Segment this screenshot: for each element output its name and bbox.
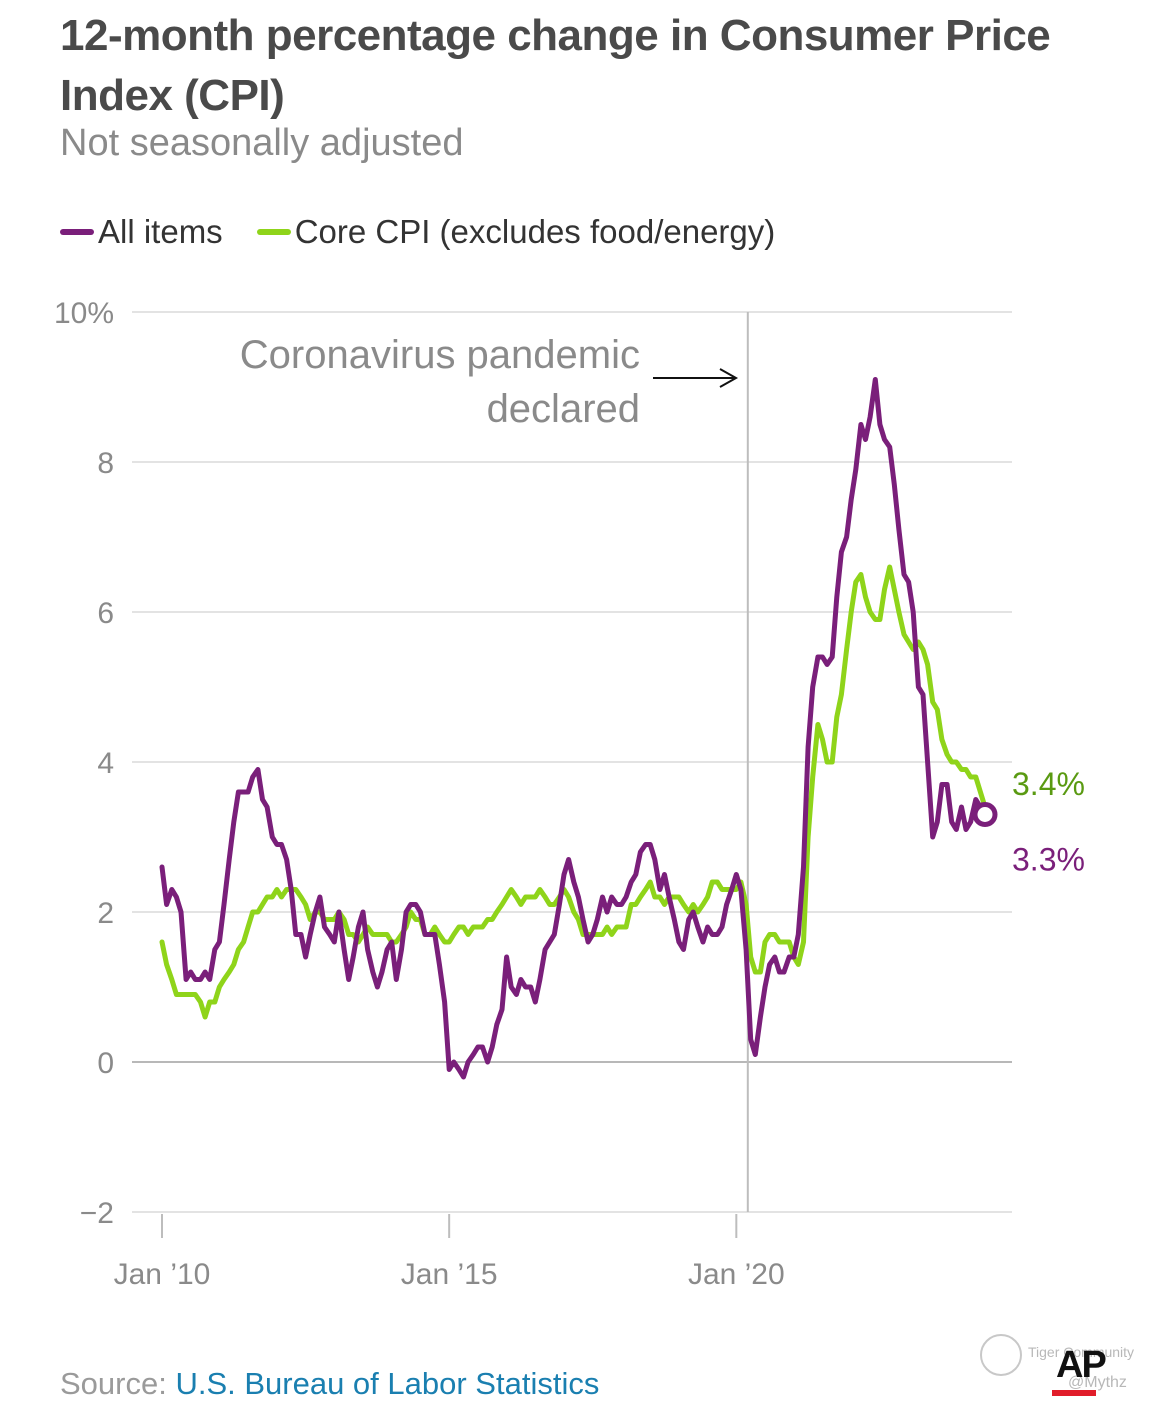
- legend-swatch-core-cpi: [256, 229, 291, 235]
- y-tick-label-0: 0: [97, 1047, 114, 1080]
- x-axis: Jan ’10 Jan ’15 Jan ’20: [114, 1214, 785, 1291]
- chart-subtitle: Not seasonally adjusted: [60, 122, 464, 164]
- chart-legend: All items Core CPI (excludes food/energy…: [60, 210, 809, 254]
- legend-label-core-cpi: Core CPI (excludes food/energy): [294, 213, 776, 250]
- y-tick-label-8: 8: [97, 447, 114, 480]
- source-link[interactable]: U.S. Bureau of Labor Statistics: [175, 1366, 600, 1401]
- chart-title: 12-month percentage change in Consumer P…: [60, 11, 1051, 120]
- series-layer: [159, 377, 998, 1080]
- source-label: Source:: [60, 1366, 176, 1401]
- y-tick-label-2: 2: [97, 897, 114, 930]
- legend-item-core-cpi: Core CPI (excludes food/energy): [256, 213, 776, 251]
- watermark: Tiger Community @Mythz: [980, 1330, 1160, 1410]
- series-line-all-items: [159, 377, 988, 1080]
- pandemic-annotation: Coronavirus pandemic declared: [240, 312, 749, 1212]
- y-tick-label-10: 10%: [54, 297, 114, 330]
- ap-logo-text: AP: [1056, 1344, 1107, 1386]
- all-items-end-marker: [972, 802, 998, 827]
- all-items-end-label: 3.3%: [1012, 842, 1085, 878]
- legend-swatch-all-items: [60, 229, 94, 235]
- core-cpi-end-label: 3.4%: [1012, 766, 1085, 802]
- legend-label-all-items: All items: [98, 213, 223, 250]
- watermark-name: Tiger Community: [1028, 1344, 1135, 1360]
- y-tick-label-neg2: −2: [80, 1197, 114, 1230]
- ap-logo: AP: [1052, 1340, 1122, 1400]
- watermark-handle: @Mythz: [1068, 1374, 1127, 1391]
- series-line-core-cpi: [159, 564, 988, 1020]
- annotation-text-line-2: declared: [487, 387, 640, 431]
- y-tick-label-4: 4: [97, 747, 114, 780]
- legend-item-all-items: All items: [60, 213, 223, 251]
- annotation-text-line-1: Coronavirus pandemic: [240, 333, 640, 377]
- x-tick-label-2010: Jan ’10: [114, 1258, 211, 1291]
- x-tick-label-2020: Jan ’20: [688, 1258, 785, 1291]
- watermark-logo-icon: [980, 1334, 1022, 1376]
- ap-logo-bar: [1052, 1390, 1096, 1396]
- y-tick-label-6: 6: [97, 597, 114, 630]
- x-tick-label-2015: Jan ’15: [401, 1258, 498, 1291]
- source-credit: Source: U.S. Bureau of Labor Statistics: [60, 1366, 599, 1402]
- annotation-arrow-head: [719, 368, 739, 388]
- line-chart: −2 0 2 4 6 8 10% Jan ’10 Jan ’15 Jan ’20 Coronav…: [54, 297, 1085, 1291]
